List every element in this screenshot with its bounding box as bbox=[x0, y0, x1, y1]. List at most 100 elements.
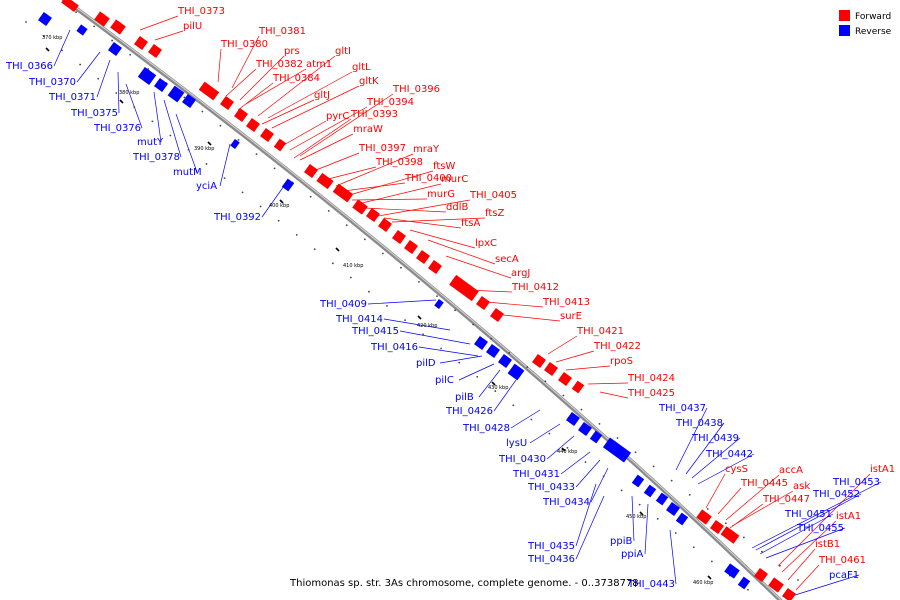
tick-dot bbox=[530, 418, 533, 421]
forward-leader-line bbox=[445, 255, 512, 279]
reverse-gene-label: pilD bbox=[416, 358, 436, 369]
tick-dot bbox=[670, 479, 673, 482]
forward-gene-label: mraW bbox=[353, 124, 383, 135]
forward-leader-line bbox=[293, 118, 352, 159]
legend-forward-swatch bbox=[839, 10, 850, 21]
forward-gene-feature bbox=[696, 509, 712, 525]
scale-label: 410 kbp bbox=[343, 263, 363, 269]
forward-gene-label: argJ bbox=[511, 268, 530, 279]
tick-dot bbox=[255, 153, 258, 156]
forward-leader-line bbox=[315, 152, 360, 171]
forward-gene-feature bbox=[234, 108, 248, 122]
tick-dot bbox=[779, 564, 781, 567]
reverse-leader-line bbox=[529, 423, 561, 444]
forward-leader-line bbox=[731, 490, 794, 527]
reverse-gene-feature bbox=[281, 178, 295, 192]
forward-gene-label: prs bbox=[284, 46, 300, 57]
gene-features bbox=[38, 0, 796, 600]
forward-leader-line bbox=[217, 48, 222, 83]
reverse-gene-label: THI_0431 bbox=[512, 469, 560, 480]
forward-gene-label: cysS bbox=[725, 464, 748, 475]
reverse-gene-label: THI_0366 bbox=[5, 61, 53, 72]
forward-gene-label: gltL bbox=[352, 62, 371, 73]
tick-dot bbox=[129, 53, 132, 56]
forward-gene-feature bbox=[134, 36, 148, 50]
forward-gene-feature bbox=[428, 260, 442, 274]
reverse-gene-label: pilC bbox=[435, 375, 454, 386]
forward-gene-label: THI_0382 bbox=[255, 59, 303, 70]
scale-label: 390 kbp bbox=[194, 146, 214, 152]
forward-gene-label: lpxC bbox=[475, 238, 497, 249]
tick-dot bbox=[201, 110, 204, 113]
reverse-leader-line bbox=[493, 379, 517, 412]
reverse-gene-feature bbox=[154, 78, 168, 92]
reverse-gene-feature bbox=[498, 354, 512, 368]
forward-leader-line bbox=[383, 217, 462, 229]
forward-gene-label: THI_0421 bbox=[576, 326, 624, 337]
reverse-leader-line bbox=[510, 409, 541, 429]
legend-forward-label: Forward bbox=[855, 12, 891, 22]
forward-gene-feature bbox=[710, 520, 724, 534]
reverse-gene-label: mutY bbox=[137, 137, 164, 148]
tick-dot bbox=[205, 163, 208, 165]
forward-gene-label: pilU bbox=[183, 21, 202, 32]
forward-gene-label: THI_0380 bbox=[220, 39, 268, 50]
tick-dot bbox=[349, 276, 352, 279]
reverse-leader-line bbox=[383, 318, 451, 331]
reverse-gene-feature bbox=[38, 12, 52, 26]
reverse-leader-line bbox=[96, 59, 111, 98]
reverse-leader-line bbox=[399, 330, 471, 345]
reverse-gene-feature bbox=[566, 412, 580, 426]
reverse-gene-feature bbox=[167, 85, 185, 103]
tick-dot bbox=[566, 446, 569, 449]
tick-dot bbox=[616, 437, 619, 439]
forward-leader-line bbox=[565, 365, 611, 371]
reverse-gene-label: yciA bbox=[196, 181, 217, 192]
forward-gene-label: THI_0413 bbox=[542, 297, 590, 308]
scale-label: 420 kbp bbox=[417, 323, 437, 329]
scale-tick bbox=[207, 141, 212, 146]
reverse-leader-line bbox=[478, 369, 501, 398]
forward-gene-label: ftsZ bbox=[485, 208, 504, 219]
forward-leader-line bbox=[363, 207, 447, 213]
forward-leader-line bbox=[717, 487, 742, 515]
tick-dot bbox=[418, 281, 420, 283]
reverse-gene-feature bbox=[76, 24, 88, 36]
forward-leader-line bbox=[237, 82, 274, 111]
chromosome-backbone-highlight bbox=[65, 0, 782, 600]
tick-dot bbox=[490, 337, 493, 340]
forward-leader-line bbox=[225, 68, 257, 97]
reverse-gene-feature bbox=[182, 94, 196, 108]
forward-leader-line bbox=[555, 350, 595, 363]
forward-gene-label: rpoS bbox=[610, 356, 633, 367]
reverse-gene-label: THI_0439 bbox=[691, 433, 739, 444]
forward-gene-label: THI_0412 bbox=[511, 282, 559, 293]
reverse-gene-label: THI_0392 bbox=[213, 212, 261, 223]
reverse-leader-line bbox=[575, 495, 605, 560]
scale-tick bbox=[707, 575, 712, 580]
tick-dots bbox=[25, 11, 799, 591]
forward-gene-label: THI_0425 bbox=[627, 388, 675, 399]
forward-leader-line bbox=[725, 474, 780, 521]
forward-gene-label: ask bbox=[793, 481, 810, 492]
forward-gene-label: murG bbox=[427, 189, 455, 200]
reverse-gene-feature bbox=[631, 474, 645, 488]
forward-gene-feature bbox=[260, 128, 274, 142]
forward-gene-label: accA bbox=[779, 465, 803, 476]
forward-gene-label: THI_0405 bbox=[469, 190, 517, 201]
forward-leader-line bbox=[729, 503, 764, 529]
reverse-leader-line bbox=[163, 99, 182, 158]
forward-gene-label: ftsW bbox=[433, 161, 455, 172]
forward-leader-line bbox=[299, 133, 354, 161]
reverse-gene-feature bbox=[655, 492, 669, 506]
tick-dot bbox=[111, 39, 114, 42]
forward-gene-feature bbox=[532, 354, 546, 368]
reverse-gene-feature bbox=[230, 139, 240, 149]
forward-gene-label: atm1 bbox=[306, 59, 332, 70]
tick-dot bbox=[724, 522, 727, 525]
forward-leader-line bbox=[781, 520, 837, 573]
reverse-gene-label: THI_0455 bbox=[796, 523, 844, 534]
reverse-leader-line bbox=[439, 355, 483, 364]
forward-gene-label: mraY bbox=[413, 144, 440, 155]
reverse-gene-feature bbox=[675, 512, 689, 526]
